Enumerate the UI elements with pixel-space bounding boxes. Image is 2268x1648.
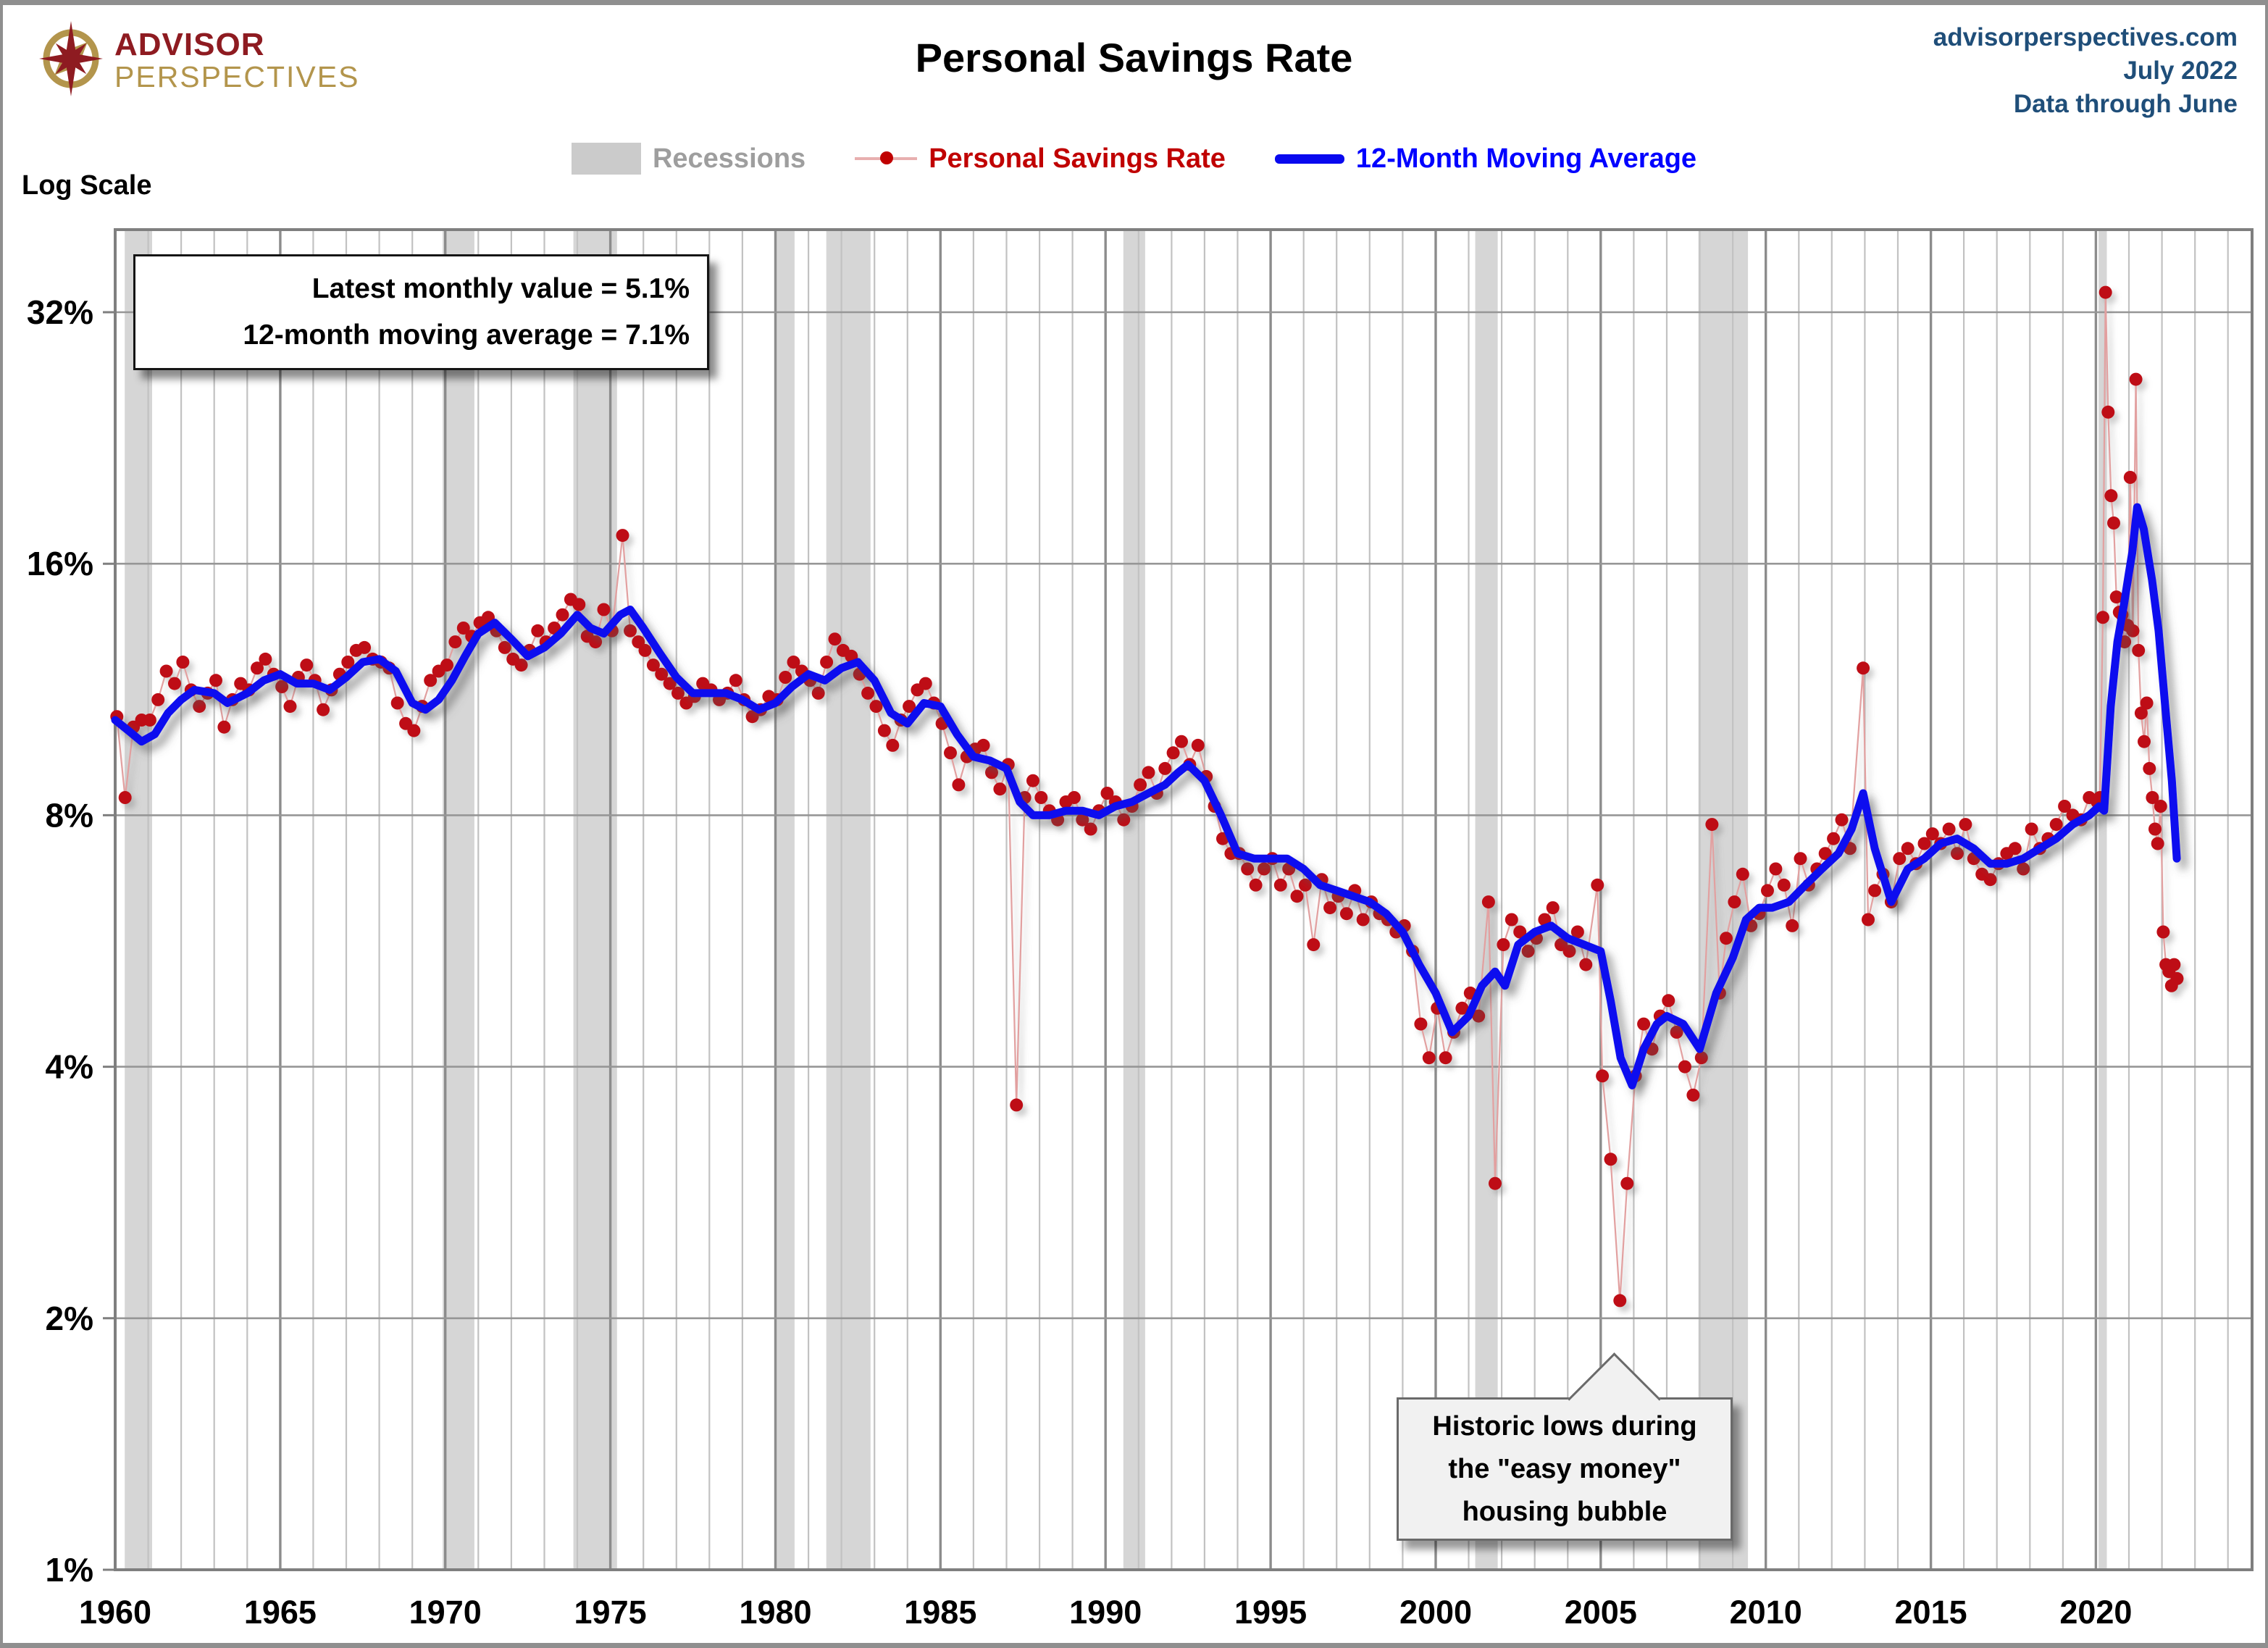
- svg-text:32%: 32%: [27, 293, 93, 331]
- psr-marker-icon: [855, 151, 918, 164]
- moving-average-line: [111, 503, 2181, 1089]
- svg-text:16%: 16%: [27, 545, 93, 582]
- callout-line-2: the "easy money": [1448, 1453, 1681, 1484]
- svg-text:1970: 1970: [409, 1594, 482, 1631]
- svg-text:2000: 2000: [1399, 1594, 1472, 1631]
- chart-plot: 32%16%8%4%2%1%1960 1965 1970 1975 1980 1985 19…: [27, 228, 2254, 1631]
- advisor-perspectives-logo: ADVISOR PERSPECTIVES: [38, 21, 359, 100]
- vertical-gridlines: [114, 230, 2229, 1570]
- logo-word-perspectives: PERSPECTIVES: [114, 60, 360, 93]
- legend-label-moving-average: 12-Month Moving Average: [1355, 143, 1697, 174]
- legend-item-recessions: Recessions: [571, 143, 806, 175]
- svg-text:1995: 1995: [1234, 1594, 1307, 1631]
- x-axis-labels: 1960 1965 1970 1975 1980 1985 1990 1995 2000 2005…: [79, 1594, 2133, 1631]
- recession-bands: [125, 230, 2107, 1570]
- svg-text:1980: 1980: [739, 1594, 811, 1631]
- legend-item-psr: Personal Savings Rate: [855, 143, 1226, 175]
- moving-average-swatch: [1274, 154, 1344, 164]
- svg-text:2020: 2020: [2059, 1594, 2132, 1631]
- log-scale-label: Log Scale: [22, 170, 152, 201]
- plot-border: [114, 228, 2254, 1571]
- meta-data-through: Data through June: [2013, 90, 2238, 118]
- svg-text:1%: 1%: [46, 1551, 93, 1589]
- compass-icon: [38, 21, 104, 100]
- svg-text:4%: 4%: [46, 1048, 93, 1086]
- svg-text:2005: 2005: [1565, 1594, 1637, 1631]
- legend-label-psr: Personal Savings Rate: [929, 143, 1226, 174]
- legend-item-moving-average: 12-Month Moving Average: [1274, 143, 1697, 175]
- svg-text:1985: 1985: [904, 1594, 976, 1631]
- meta-date: July 2022: [2123, 57, 2238, 85]
- svg-text:1975: 1975: [574, 1594, 647, 1631]
- y-axis-labels: 32% 16% 8% 4% 2% 1%: [27, 293, 93, 1589]
- callout-line-3: housing bubble: [1462, 1496, 1667, 1527]
- callout-line-1: Historic lows during: [1432, 1410, 1697, 1442]
- savings-rate-chart: 32% 16% 8% 4% 2% 1% 1960 1965 1970 1975 1980 1985 19…: [3, 5, 2265, 1643]
- svg-text:2015: 2015: [1895, 1594, 1967, 1631]
- legend-label-recessions: Recessions: [652, 143, 806, 174]
- svg-text:1960: 1960: [79, 1594, 151, 1631]
- svg-text:1965: 1965: [244, 1594, 317, 1631]
- page-title: Personal Savings Rate: [915, 35, 1353, 80]
- logo-word-advisor: ADVISOR: [114, 27, 265, 62]
- svg-text:2010: 2010: [1730, 1594, 1802, 1631]
- recession-swatch: [571, 143, 641, 175]
- historic-lows-callout: Historic lows during the "easy money" ho…: [1397, 1352, 1733, 1541]
- svg-text:8%: 8%: [46, 796, 93, 834]
- latest-values-annotation: Latest monthly value = 5.1% 12-month mov…: [133, 254, 709, 370]
- svg-text:2%: 2%: [46, 1300, 93, 1337]
- latest-monthly-value: Latest monthly value = 5.1%: [311, 273, 690, 304]
- svg-text:1990: 1990: [1069, 1594, 1142, 1631]
- meta-site: advisorperspectives.com: [1933, 23, 2238, 51]
- latest-moving-average: 12-month moving average = 7.1%: [243, 319, 690, 351]
- chart-legend: Recessions Personal Savings Rate 12-Mont…: [3, 143, 2265, 175]
- source-meta: advisorperspectives.com July 2022 Data t…: [1933, 21, 2238, 121]
